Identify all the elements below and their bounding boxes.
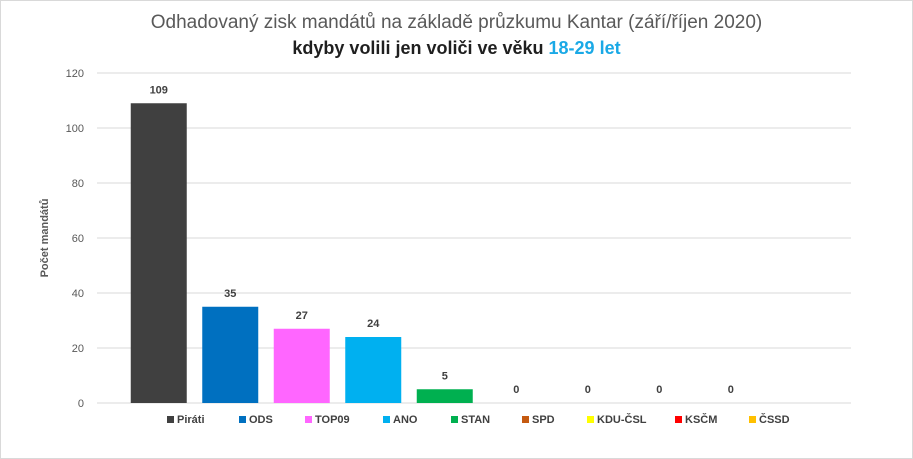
- legend-swatch: [587, 416, 594, 423]
- chart-subtitle-highlight: 18-29 let: [548, 38, 621, 58]
- data-label: 109: [150, 84, 168, 96]
- legend-swatch: [749, 416, 756, 423]
- bar: [273, 328, 330, 403]
- bar: [130, 103, 187, 403]
- legend-swatch: [522, 416, 529, 423]
- legend-entry: STAN: [461, 414, 490, 426]
- legend-swatch: [305, 416, 312, 423]
- legend-entry: SPD: [532, 414, 555, 426]
- bar: [202, 306, 259, 403]
- data-label: 24: [367, 318, 380, 330]
- legend-entry: KSČM: [685, 413, 717, 426]
- chart-title: Odhadovaný zisk mandátů na základě průzk…: [150, 12, 763, 33]
- data-label: 5: [442, 370, 448, 382]
- data-label: 0: [728, 384, 734, 396]
- y-tick-label: 20: [72, 343, 84, 355]
- legend-entry: KDU-ČSL: [597, 413, 647, 426]
- legend-swatch: [451, 416, 458, 423]
- bar: [345, 337, 402, 403]
- y-tick-label: 60: [72, 233, 84, 245]
- y-tick-label: 40: [72, 288, 84, 300]
- bar: [416, 389, 473, 403]
- chart-subtitle-main: kdyby volili jen voliči ve věku: [292, 38, 549, 58]
- data-label: 27: [296, 310, 308, 322]
- legend-swatch: [383, 416, 390, 423]
- legend-entry: ANO: [393, 414, 418, 426]
- data-label: 0: [656, 384, 662, 396]
- y-axis-label: Počet mandátů: [39, 199, 51, 278]
- y-tick-label: 0: [78, 398, 84, 410]
- data-label: 35: [224, 288, 236, 300]
- y-tick-label: 100: [66, 123, 84, 135]
- chart-subtitle: kdyby volili jen voliči ve věku 18-29 le…: [0, 38, 913, 59]
- data-label: 0: [585, 384, 591, 396]
- y-tick-label: 80: [72, 178, 84, 190]
- y-tick-label: 120: [66, 68, 84, 80]
- legend-swatch: [167, 416, 174, 423]
- legend-swatch: [675, 416, 682, 423]
- data-label: 0: [513, 384, 519, 396]
- legend-swatch: [239, 416, 246, 423]
- legend-entry: TOP09: [315, 414, 350, 426]
- legend-entry: ČSSD: [759, 413, 790, 426]
- legend-entry: ODS: [249, 414, 273, 426]
- legend-entry: Piráti: [177, 414, 205, 426]
